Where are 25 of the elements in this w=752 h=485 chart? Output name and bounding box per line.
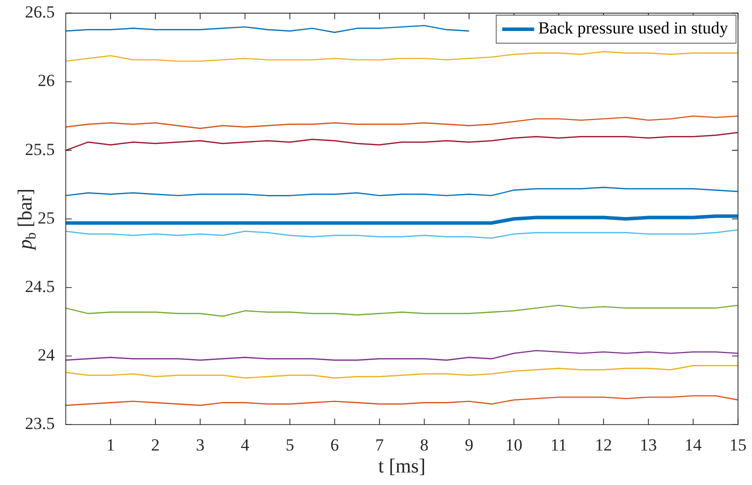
x-tick-label: 4 [240,435,250,454]
y-axis-title: pb [bar] [14,188,40,252]
x-tick-label: 6 [330,435,339,454]
y-tick-label: 25 [38,208,55,228]
x-axis-title: t [ms] [378,455,426,478]
x-tick-label: 11 [550,435,567,454]
x-tick-label: 2 [151,435,160,454]
x-tick-label: 10 [505,435,522,454]
x-tick-label: 1 [106,435,115,454]
x-tick-label: 7 [375,435,384,454]
x-tick-label: 8 [420,435,429,454]
x-tick-label: 13 [640,435,657,454]
y-tick-label: 24.5 [25,276,55,296]
y-tick-label: 26.5 [25,2,55,22]
y-tick-label: 23.5 [25,414,55,434]
y-tick-label: 24 [38,346,56,364]
x-tick-label: 14 [684,435,702,454]
x-tick-label: 9 [464,435,474,454]
x-tick-label: 15 [730,435,746,454]
y-tick-label: 25.5 [25,140,55,159]
legend-label: Back pressure used in study [538,18,728,38]
y-tick-label: 26 [38,71,55,90]
x-tick-label: 3 [196,435,204,454]
x-tick-label: 5 [286,435,294,454]
x-tick-label: 12 [595,435,612,454]
